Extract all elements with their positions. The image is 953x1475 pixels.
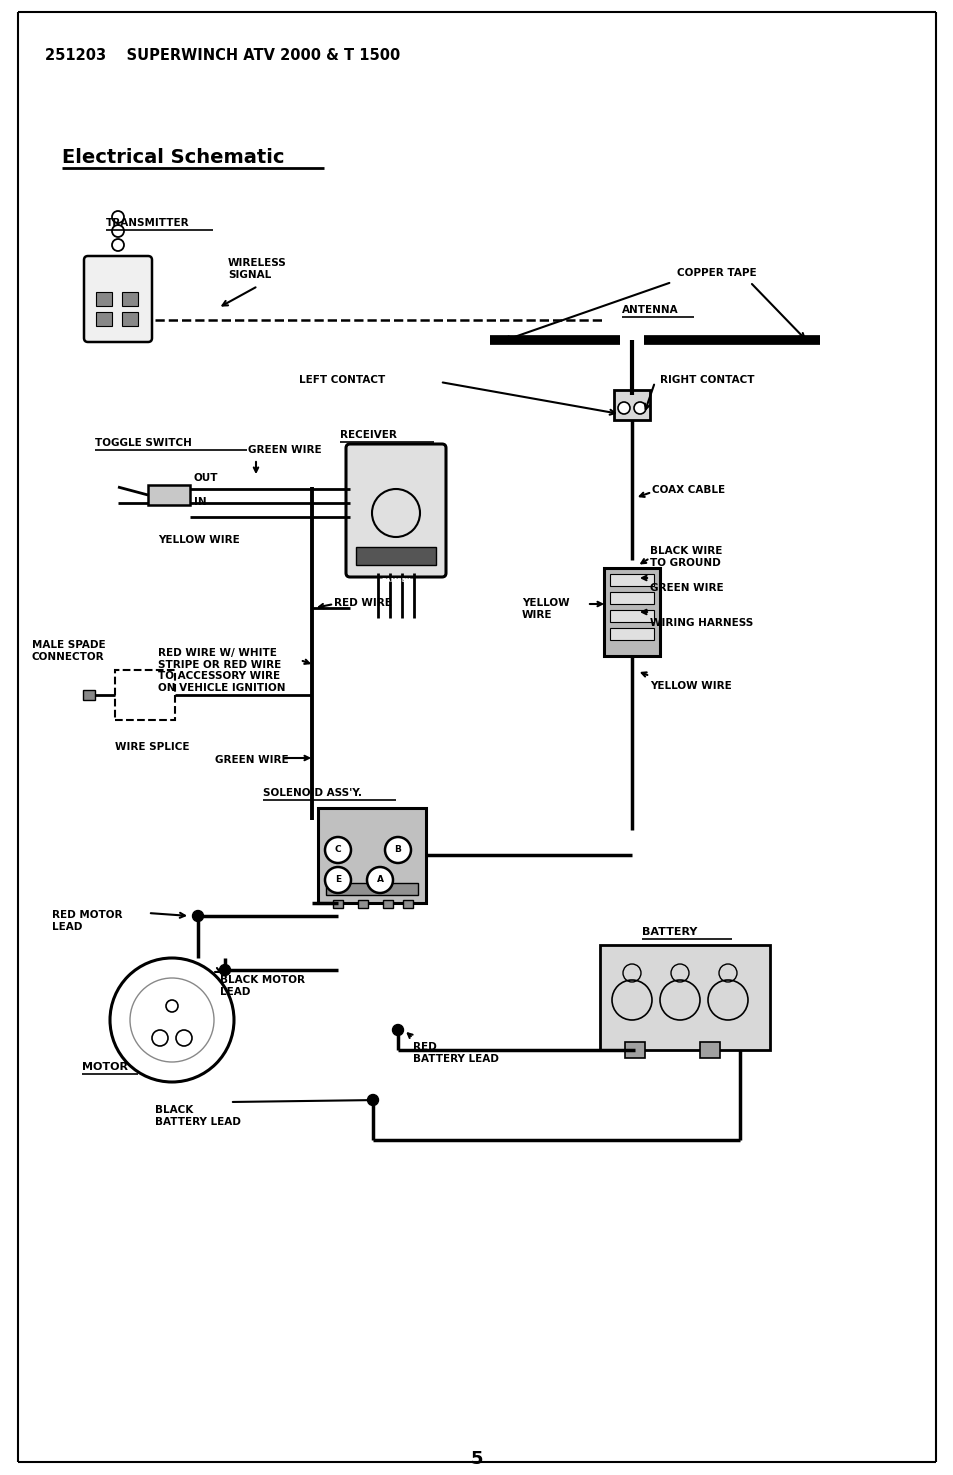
Text: TOGGLE SWITCH: TOGGLE SWITCH: [95, 438, 192, 448]
Text: RED
BATTERY LEAD: RED BATTERY LEAD: [413, 1041, 498, 1063]
Text: YELLOW WIRE: YELLOW WIRE: [649, 681, 731, 690]
Text: BLACK WIRE
TO GROUND: BLACK WIRE TO GROUND: [649, 546, 721, 568]
Text: WIRING HARNESS: WIRING HARNESS: [649, 618, 753, 628]
Bar: [603, 568, 659, 656]
Text: Electrical Schematic: Electrical Schematic: [62, 148, 284, 167]
Circle shape: [618, 403, 629, 414]
Text: RED WIRE: RED WIRE: [334, 597, 392, 608]
Bar: [122, 313, 138, 326]
Text: IN: IN: [193, 497, 207, 507]
Text: 251203    SUPERWINCH ATV 2000 & T 1500: 251203 SUPERWINCH ATV 2000 & T 1500: [45, 49, 400, 63]
Text: GREEN WIRE: GREEN WIRE: [649, 583, 723, 593]
Circle shape: [385, 836, 411, 863]
Text: ANTENNA: ANTENNA: [621, 305, 678, 316]
Circle shape: [110, 957, 233, 1083]
Circle shape: [634, 403, 645, 414]
Text: E: E: [335, 876, 341, 885]
Text: MALE SPADE
CONNECTOR: MALE SPADE CONNECTOR: [32, 640, 106, 662]
Bar: [382, 900, 393, 909]
Bar: [333, 900, 343, 909]
Text: RED WIRE W/ WHITE
STRIPE OR RED WIRE
TO ACCESSORY WIRE
ON VEHICLE IGNITION: RED WIRE W/ WHITE STRIPE OR RED WIRE TO …: [158, 648, 285, 693]
FancyBboxPatch shape: [346, 444, 446, 577]
Text: LEFT CONTACT: LEFT CONTACT: [298, 375, 385, 385]
Bar: [96, 313, 112, 326]
Bar: [148, 485, 190, 504]
Text: GREEN WIRE: GREEN WIRE: [214, 755, 289, 766]
Bar: [609, 591, 654, 603]
Bar: [599, 945, 769, 1050]
Bar: [624, 1041, 644, 1058]
Bar: [317, 808, 426, 903]
Text: WIRE SPLICE: WIRE SPLICE: [115, 742, 190, 752]
Text: RECEIVER: RECEIVER: [339, 431, 396, 440]
Text: 5: 5: [470, 1450, 483, 1468]
Text: OUT: OUT: [193, 473, 218, 482]
FancyBboxPatch shape: [84, 257, 152, 342]
Text: RED MOTOR
LEAD: RED MOTOR LEAD: [52, 910, 122, 932]
Text: RIGHT CONTACT: RIGHT CONTACT: [659, 375, 754, 385]
Text: GREEN WIRE: GREEN WIRE: [248, 445, 321, 454]
Text: YELLOW
WIRE: YELLOW WIRE: [521, 597, 569, 619]
Bar: [609, 628, 654, 640]
Circle shape: [392, 1025, 403, 1035]
Text: BLACK MOTOR
LEAD: BLACK MOTOR LEAD: [220, 975, 305, 997]
Bar: [609, 574, 654, 586]
Text: COPPER TAPE: COPPER TAPE: [677, 268, 756, 277]
Text: A: A: [376, 876, 383, 885]
Circle shape: [193, 910, 203, 922]
Bar: [700, 1041, 720, 1058]
Text: BLACK
BATTERY LEAD: BLACK BATTERY LEAD: [154, 1105, 240, 1127]
Text: RAMSEY: RAMSEY: [381, 578, 411, 583]
Bar: [122, 292, 138, 305]
Circle shape: [367, 867, 393, 892]
Bar: [402, 900, 413, 909]
Circle shape: [325, 867, 351, 892]
Text: C: C: [335, 845, 341, 854]
Bar: [326, 884, 417, 895]
Text: SOLENOID ASS'Y.: SOLENOID ASS'Y.: [263, 788, 361, 798]
Bar: [96, 292, 112, 305]
Text: BATTERY: BATTERY: [641, 926, 697, 937]
Bar: [83, 690, 95, 701]
Bar: [609, 611, 654, 622]
Text: B: B: [395, 845, 401, 854]
Circle shape: [367, 1094, 378, 1105]
Text: COAX CABLE: COAX CABLE: [651, 485, 724, 496]
Bar: [614, 389, 649, 420]
Circle shape: [325, 836, 351, 863]
Text: TRANSMITTER: TRANSMITTER: [106, 218, 190, 229]
Circle shape: [219, 965, 231, 975]
Text: YELLOW WIRE: YELLOW WIRE: [158, 535, 239, 544]
Text: MOTOR: MOTOR: [82, 1062, 128, 1072]
Bar: [355, 547, 436, 565]
Bar: [357, 900, 368, 909]
Bar: [115, 670, 174, 720]
Text: WIRELESS
SIGNAL: WIRELESS SIGNAL: [228, 258, 287, 280]
